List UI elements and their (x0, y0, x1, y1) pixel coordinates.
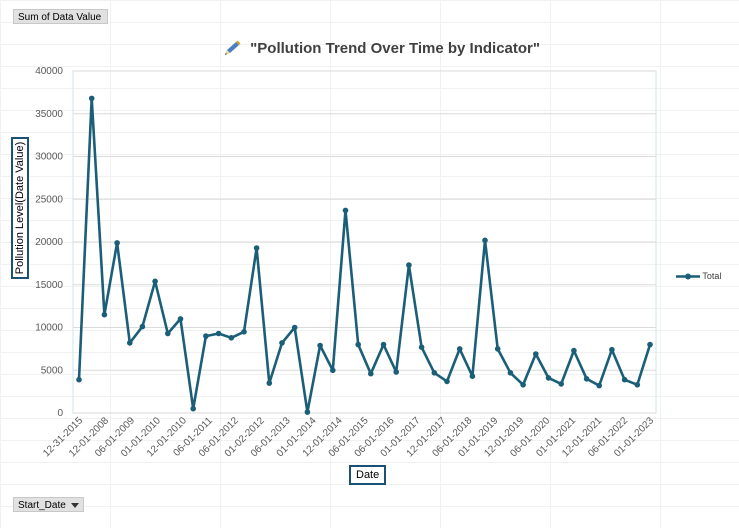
data-point (342, 207, 349, 214)
data-point (114, 240, 120, 246)
x-axis-title-text: Date (356, 469, 380, 481)
data-point (279, 340, 285, 346)
data-point (317, 342, 323, 349)
data-point (634, 382, 641, 388)
data-point (431, 370, 438, 376)
data-point (266, 380, 273, 386)
y-tick-label: 40000 (35, 66, 63, 77)
data-point (88, 95, 95, 102)
data-point (456, 346, 463, 352)
data-point (571, 347, 577, 354)
chart-title: "Pollution Trend Over Time by Indicator" (222, 40, 552, 58)
data-point (368, 370, 374, 377)
data-point (241, 329, 247, 335)
y-tick-label: 20000 (35, 237, 63, 248)
data-point (418, 344, 425, 351)
y-tick-label: 0 (57, 408, 63, 419)
data-point (533, 351, 539, 357)
data-point (76, 376, 82, 383)
data-point (494, 346, 501, 352)
pencil-icon (225, 40, 241, 56)
data-point (406, 262, 412, 268)
y-tick-label: 5000 (41, 365, 64, 376)
sum-of-data-value-field-button[interactable]: Sum of Data Value (13, 9, 108, 24)
data-point (444, 378, 450, 385)
data-point (304, 409, 311, 415)
date-field-label: Start_Date (18, 500, 66, 511)
data-point (507, 370, 514, 376)
data-point (380, 341, 387, 348)
y-tick-label: 10000 (35, 323, 63, 334)
data-point (190, 405, 196, 412)
data-point (253, 245, 260, 251)
dropdown-arrow-icon (71, 503, 79, 508)
data-point (291, 324, 298, 331)
data-point (165, 330, 171, 337)
data-point (139, 323, 146, 330)
data-point (215, 330, 222, 337)
data-point (558, 381, 564, 387)
data-point (152, 278, 158, 285)
data-point (127, 340, 133, 346)
data-point (596, 382, 602, 389)
data-point (355, 341, 362, 348)
series-line-total (77, 97, 652, 414)
data-point (203, 333, 209, 339)
y-axis-title-text: Pollution Level(Date Value) (11, 136, 29, 280)
data-point (647, 341, 653, 348)
y-tick-label: 30000 (35, 152, 63, 163)
chart-title-text: "Pollution Trend Over Time by Indicator" (250, 40, 540, 57)
data-point (482, 237, 488, 244)
start-date-filter-button[interactable]: Start_Date (13, 497, 84, 512)
data-point (520, 382, 526, 388)
data-point (177, 316, 184, 322)
data-point (583, 376, 590, 382)
pivot-field-label: Sum of Data Value (18, 12, 102, 23)
legend-swatch (676, 273, 700, 280)
data-point (330, 367, 336, 374)
data-point (621, 376, 628, 383)
legend: Total (676, 271, 721, 281)
data-point (609, 346, 615, 353)
y-axis-title: Pollution Level(Date Value) (10, 108, 29, 308)
data-point (393, 369, 400, 375)
y-tick-label: 15000 (35, 280, 63, 291)
legend-label: Total (702, 271, 722, 281)
x-axis-title: Date (349, 465, 387, 485)
y-tick-label: 25000 (35, 194, 63, 205)
data-point (545, 375, 552, 381)
y-tick-label: 35000 (35, 109, 63, 120)
data-point (469, 373, 476, 380)
data-point (228, 335, 235, 341)
data-point (101, 311, 108, 318)
